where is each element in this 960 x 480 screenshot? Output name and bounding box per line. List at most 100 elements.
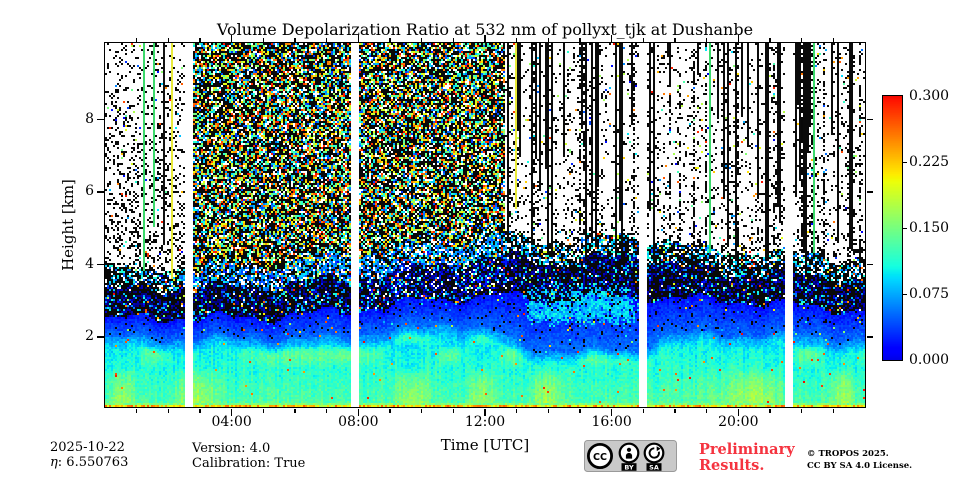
x-minor-tick-top	[801, 38, 803, 42]
by-tab-text: BY	[624, 463, 634, 471]
colorbar-tick	[902, 227, 907, 229]
x-major-tick-top	[737, 34, 739, 42]
preliminary-line1: Preliminary	[699, 441, 795, 458]
eta-label: η: 6.550763	[50, 455, 129, 471]
x-minor-tick-top	[167, 38, 169, 42]
x-minor-tick	[452, 408, 454, 413]
colorbar-tick	[902, 161, 907, 163]
x-minor-tick-top	[769, 38, 771, 42]
eta-value: : 6.550763	[57, 455, 129, 470]
x-minor-tick	[167, 408, 169, 413]
preliminary-results-note: Preliminary Results.	[699, 442, 795, 473]
colorbar-tick	[902, 293, 907, 295]
x-minor-tick	[294, 408, 296, 413]
y-tick-label: 8	[85, 110, 94, 127]
x-minor-tick	[674, 408, 676, 413]
version-label: Version: 4.0	[192, 441, 271, 456]
colorbar-tick-label: 0.075	[909, 285, 950, 302]
x-minor-tick	[642, 408, 644, 413]
x-minor-tick	[326, 408, 328, 413]
x-minor-tick	[547, 408, 549, 413]
y-major-tick-right	[866, 336, 873, 338]
y-tick-label: 6	[85, 183, 94, 199]
copyright-note: © TROPOS 2025. CC BY SA 4.0 License.	[807, 449, 912, 472]
y-major-tick	[97, 336, 104, 338]
x-minor-tick-top	[199, 38, 201, 42]
x-minor-tick-top	[421, 38, 423, 42]
x-minor-tick-top	[452, 38, 454, 42]
colorbar-tick-label: 0.300	[909, 87, 950, 104]
x-minor-tick	[832, 408, 834, 413]
x-tick-label: 04:00	[211, 414, 252, 430]
y-tick-label: 2	[85, 328, 94, 344]
x-minor-tick	[801, 408, 803, 413]
sa-tab-text: SA	[649, 463, 659, 471]
y-major-tick	[97, 263, 104, 266]
by-tab	[621, 463, 637, 471]
date-label: 2025-10-22	[50, 440, 125, 455]
colorbar	[882, 95, 903, 361]
x-minor-tick-top	[579, 38, 581, 42]
x-major-tick-top	[484, 34, 486, 42]
x-minor-tick	[706, 408, 708, 413]
x-minor-tick-top	[389, 38, 391, 42]
by-person-head	[626, 447, 632, 452]
x-minor-tick-top	[832, 38, 834, 42]
colorbar-gradient	[883, 96, 902, 360]
x-minor-tick-top	[326, 38, 328, 42]
x-minor-tick-top	[706, 38, 708, 42]
copyright-line2: CC BY SA 4.0 License.	[807, 460, 913, 471]
y-major-tick-right	[866, 191, 873, 193]
x-major-tick	[231, 408, 233, 416]
preliminary-line2: Results.	[699, 456, 765, 474]
x-major-tick	[484, 408, 486, 416]
x-minor-tick-top	[136, 38, 138, 42]
x-tick-label: 08:00	[338, 414, 379, 430]
y-major-tick-right	[866, 263, 873, 266]
cc-icon	[586, 442, 614, 470]
x-minor-tick	[389, 408, 391, 413]
sa-icon	[643, 442, 665, 464]
sa-arrowhead	[656, 446, 661, 452]
x-major-tick-top	[231, 34, 233, 42]
sa-tab	[646, 463, 662, 471]
y-major-tick	[97, 118, 104, 121]
x-minor-tick-top	[294, 38, 296, 42]
x-minor-tick	[262, 408, 264, 413]
colorbar-tick-label: 0.000	[909, 351, 950, 368]
x-minor-tick	[421, 408, 423, 413]
x-tick-label: 16:00	[591, 414, 632, 430]
x-minor-tick	[516, 408, 518, 413]
eta-symbol: η	[50, 455, 58, 470]
x-tick-label: 12:00	[464, 414, 506, 430]
cc-by-sa-badge: CC BY SA	[584, 440, 677, 472]
sa-arrow	[648, 447, 660, 459]
x-minor-tick	[136, 408, 138, 413]
x-minor-tick	[769, 408, 771, 413]
calibration-label: Calibration: True	[192, 456, 306, 471]
y-major-tick-right	[866, 118, 873, 121]
copyright-line1: © TROPOS 2025.	[807, 449, 889, 459]
x-major-tick-top	[357, 34, 359, 42]
x-major-tick-top	[611, 34, 613, 42]
x-major-tick	[357, 408, 359, 416]
colorbar-tick-label: 0.225	[909, 153, 950, 170]
colorbar-tick-label: 0.150	[909, 219, 950, 236]
x-axis-label: Time [UTC]	[440, 436, 530, 454]
x-minor-tick-top	[547, 38, 549, 42]
plot-title: Volume Depolarization Ratio at 532 nm of…	[216, 20, 754, 39]
y-major-tick	[97, 191, 104, 193]
x-major-tick	[737, 408, 739, 416]
heatmap-canvas	[104, 42, 865, 407]
plot-frame	[103, 41, 866, 408]
x-minor-tick-top	[516, 38, 518, 42]
by-person-body	[625, 452, 633, 459]
x-minor-tick	[579, 408, 581, 413]
x-minor-tick-top	[262, 38, 264, 42]
x-tick-label: 20:00	[718, 414, 759, 430]
y-tick-label: 4	[85, 255, 94, 272]
x-minor-tick	[199, 408, 201, 413]
x-minor-tick-top	[674, 38, 676, 42]
cc-icon-text: CC	[593, 452, 607, 463]
